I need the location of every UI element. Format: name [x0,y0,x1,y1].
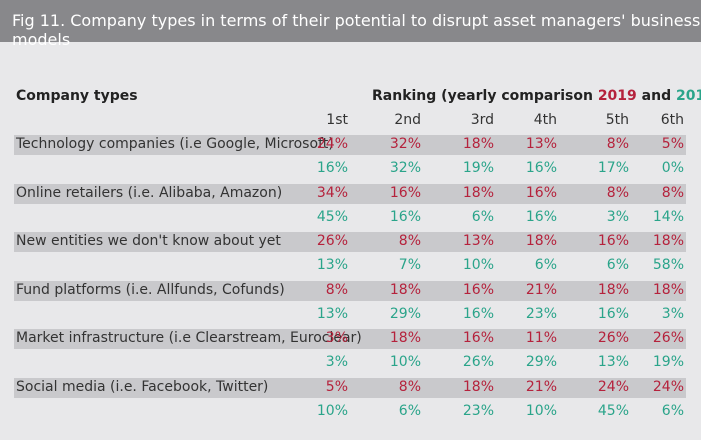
value-2019: 32% [389,136,421,152]
value-2018: 3% [325,354,348,370]
value-2018: 16% [389,208,421,225]
value-2019: 16% [462,330,494,346]
ranking-text: and [641,88,672,104]
value-2018: 13% [597,354,629,370]
value-2018: 10% [462,257,494,273]
value-2019: 26% [316,233,348,249]
value-2019: 8% [606,136,629,152]
value-2018: 10% [525,402,557,419]
value-2019: 3% [325,330,348,346]
ranking-text: Ranking (yearly comparison [372,88,593,104]
rank-header: 4th [533,112,557,128]
value-2019: 8% [661,184,684,201]
value-2018: 29% [525,354,557,370]
value-2018: 17% [597,160,629,176]
company-type: Online retailers (i.e. Alibaba, Amazon) [16,184,283,201]
value-2018: 26% [462,354,494,370]
rank-header: 1st [326,112,348,128]
value-2019: 18% [462,184,494,201]
value-2019: 18% [389,281,421,298]
rank-header: 5th [605,112,629,128]
row-band [14,280,686,301]
value-2019: 5% [661,136,684,152]
value-2019: 16% [389,184,421,201]
value-2019: 26% [652,330,684,346]
value-2018: 6% [606,257,629,273]
value-2019: 16% [597,233,629,249]
rank-header: 6th [660,112,684,128]
value-2019: 24% [597,378,629,395]
value-2018: 32% [389,160,421,176]
value-2018: 6% [534,257,557,273]
value-2019: 34% [316,184,348,201]
value-2018: 3% [606,208,629,225]
value-2018: 6% [661,402,684,419]
value-2018: 45% [316,208,348,225]
value-2019: 18% [525,233,557,249]
company-type: New entities we don't know about yet [16,233,281,249]
value-2019: 24% [316,136,348,152]
value-2019: 21% [525,378,557,395]
year-2019: 2019 [597,88,637,104]
row-band [14,329,686,349]
value-2018: 6% [398,402,421,419]
value-2019: 11% [525,330,557,346]
value-2018: 16% [525,160,557,176]
title-bar: Fig 11. Company types in terms of their … [0,0,701,49]
value-2018: 19% [652,354,684,370]
value-2019: 18% [652,233,684,249]
value-2018: 3% [661,305,684,322]
value-2019: 18% [389,330,421,346]
value-2018: 6% [471,208,494,225]
value-2018: 23% [525,305,557,322]
value-2018: 7% [398,257,421,273]
rank-header: 2nd [394,112,421,128]
value-2018: 14% [652,208,684,225]
year-2018: 2018 [675,88,701,104]
company-type: Fund platforms (i.e. Allfunds, Cofunds) [16,281,285,298]
rank-header: 3rd [470,112,494,128]
row-band [14,183,686,204]
value-2019: 8% [398,378,421,395]
row-band [14,377,686,398]
value-2018: 16% [525,208,557,225]
value-2019: 5% [325,378,348,395]
company-type: Social media (i.e. Facebook, Twitter) [16,378,269,395]
value-2019: 8% [398,233,421,249]
row-band [14,232,686,252]
value-2019: 18% [462,378,494,395]
value-2019: 8% [606,184,629,201]
title: Fig 11. Company types in terms of their … [12,11,701,49]
value-2018: 29% [389,305,421,322]
row-band [14,135,686,155]
value-2019: 13% [525,136,557,152]
column-header: Company types [16,88,138,104]
value-2019: 21% [525,281,557,298]
value-2019: 18% [462,136,494,152]
value-2018: 13% [316,305,348,322]
value-2018: 16% [462,305,494,322]
value-2019: 16% [525,184,557,201]
value-2019: 8% [325,281,348,298]
value-2019: 18% [597,281,629,298]
value-2018: 16% [597,305,629,322]
value-2019: 18% [652,281,684,298]
value-2018: 58% [652,257,684,273]
value-2018: 23% [462,402,494,419]
value-2019: 16% [462,281,494,298]
value-2018: 16% [316,160,348,176]
company-type: Technology companies (i.e Google, Micros… [16,136,334,152]
value-2019: 24% [652,378,684,395]
value-2018: 45% [597,402,629,419]
value-2019: 13% [462,233,494,249]
value-2019: 26% [597,330,629,346]
company-type: Market infrastructure (i.e Clearstream, … [16,330,362,346]
value-2018: 13% [316,257,348,273]
ranking-header: Ranking (yearly comparison 2019 and 2018… [372,88,701,104]
value-2018: 0% [661,160,684,176]
value-2018: 10% [316,402,348,419]
value-2018: 10% [389,354,421,370]
value-2018: 19% [462,160,494,176]
